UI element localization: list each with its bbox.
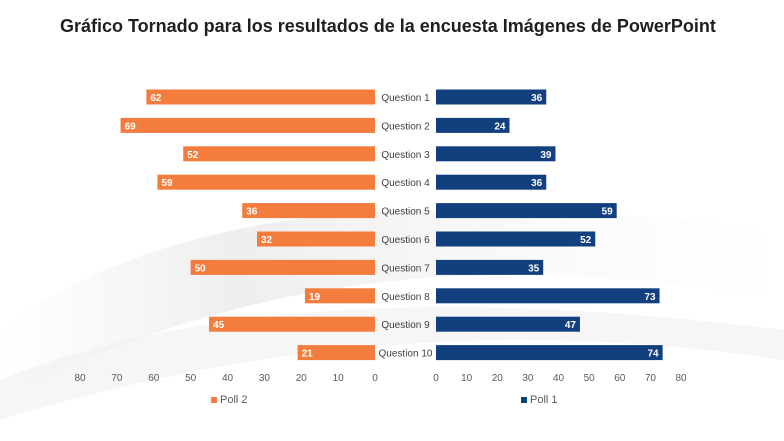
bar-poll-2-q4 <box>157 174 375 190</box>
bar-poll-1-q6 <box>436 231 596 247</box>
category-label-q4: Question 4 <box>381 178 430 189</box>
chart-title: Gráfico Tornado para los resultados de l… <box>60 16 716 36</box>
left-axis-tick-70: 70 <box>111 373 123 384</box>
right-axis-tick-60: 60 <box>614 373 626 384</box>
bar-poll-1-q1 <box>436 89 547 105</box>
bar-poll-2-q2 <box>120 117 375 133</box>
bar-poll-2-q7 <box>190 259 375 275</box>
category-label-q2: Question 2 <box>381 121 430 132</box>
data-label-poll-2-q7: 50 <box>195 263 207 274</box>
bar-poll-1-q3 <box>436 146 556 162</box>
bar-poll-2-q3 <box>183 146 375 162</box>
data-label-poll-1-q7: 35 <box>528 263 540 274</box>
left-axis-tick-10: 10 <box>333 373 345 384</box>
left-axis-tick-50: 50 <box>185 373 197 384</box>
data-label-poll-1-q2: 24 <box>494 121 506 132</box>
right-axis-tick-80: 80 <box>675 373 687 384</box>
bar-poll-1-q2 <box>436 117 510 133</box>
data-label-poll-2-q10: 21 <box>302 349 314 360</box>
category-label-q1: Question 1 <box>381 93 430 104</box>
right-axis-tick-70: 70 <box>645 373 657 384</box>
category-label-q5: Question 5 <box>381 207 430 218</box>
bar-poll-1-q7 <box>436 259 544 275</box>
data-label-poll-1-q8: 73 <box>644 292 656 303</box>
right-axis-tick-30: 30 <box>522 373 534 384</box>
category-label-q7: Question 7 <box>381 263 430 274</box>
legend-label-poll-1: Poll 1 <box>530 394 558 406</box>
category-label-q9: Question 9 <box>381 320 430 331</box>
data-label-poll-1-q1: 36 <box>531 93 543 104</box>
data-label-poll-1-q6: 52 <box>580 235 592 246</box>
bar-poll-2-q6 <box>257 231 375 247</box>
data-label-poll-2-q4: 59 <box>161 178 173 189</box>
right-axis-tick-50: 50 <box>584 373 596 384</box>
bar-poll-1-q10 <box>436 345 663 361</box>
data-label-poll-2-q1: 62 <box>150 93 162 104</box>
category-label-q8: Question 8 <box>381 292 430 303</box>
data-label-poll-2-q6: 32 <box>261 235 273 246</box>
left-axis-tick-80: 80 <box>74 373 86 384</box>
bar-poll-2-q10 <box>297 345 375 361</box>
data-label-poll-2-q9: 45 <box>213 320 225 331</box>
bar-poll-2-q1 <box>146 89 375 105</box>
data-label-poll-1-q5: 59 <box>602 207 614 218</box>
bar-poll-1-q9 <box>436 316 580 332</box>
bar-poll-2-q5 <box>242 203 375 219</box>
legend-label-poll-2: Poll 2 <box>220 394 248 406</box>
category-label-q3: Question 3 <box>381 150 430 161</box>
legend-item-poll-2: Poll 2 <box>211 394 248 406</box>
left-axis-tick-40: 40 <box>222 373 234 384</box>
left-axis-tick-20: 20 <box>296 373 308 384</box>
category-label-q6: Question 6 <box>381 235 430 246</box>
left-axis-tick-30: 30 <box>259 373 271 384</box>
data-label-poll-1-q3: 39 <box>540 150 552 161</box>
bar-poll-1-q5 <box>436 203 617 219</box>
category-label-q10: Question 10 <box>379 349 433 360</box>
data-label-poll-1-q10: 74 <box>648 349 660 360</box>
data-label-poll-1-q4: 36 <box>531 178 543 189</box>
legend-swatch-poll-1 <box>521 397 527 403</box>
bar-poll-2-q8 <box>304 288 375 304</box>
right-axis-tick-20: 20 <box>492 373 504 384</box>
bar-poll-1-q8 <box>436 288 660 304</box>
data-label-poll-2-q8: 19 <box>309 292 321 303</box>
bar-poll-1-q4 <box>436 174 547 190</box>
bar-poll-2-q9 <box>209 316 375 332</box>
data-label-poll-2-q5: 36 <box>246 207 258 218</box>
legend-swatch-poll-2 <box>211 397 217 403</box>
data-label-poll-1-q9: 47 <box>565 320 577 331</box>
legend-item-poll-1: Poll 1 <box>521 394 558 406</box>
right-axis-tick-40: 40 <box>553 373 565 384</box>
left-axis-tick-60: 60 <box>148 373 160 384</box>
right-axis-tick-0: 0 <box>433 373 439 384</box>
right-axis-tick-10: 10 <box>461 373 473 384</box>
left-axis-tick-0: 0 <box>372 373 378 384</box>
data-label-poll-2-q3: 52 <box>187 150 199 161</box>
data-label-poll-2-q2: 69 <box>125 121 137 132</box>
